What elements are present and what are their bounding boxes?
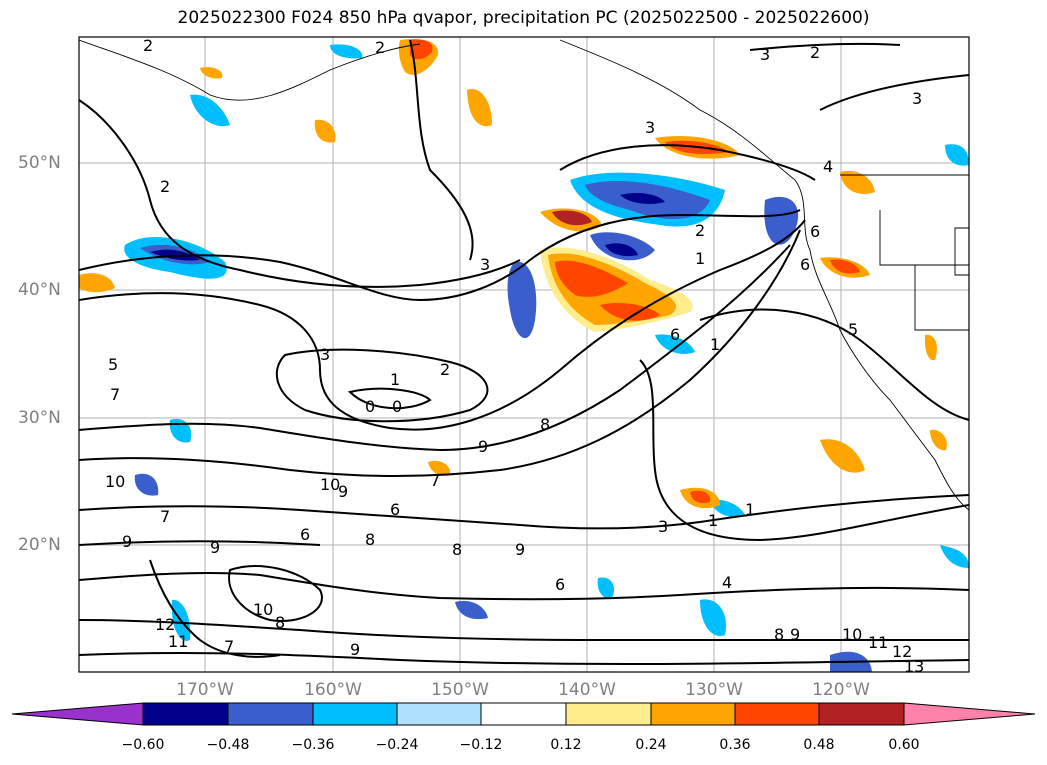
lon-label: 130°W [685, 680, 743, 700]
contour-label: 1 [390, 370, 400, 389]
contour-label: 2 [810, 43, 820, 62]
colorbar-segment [818, 702, 905, 726]
contour-label: 4 [823, 157, 833, 176]
qvapor-contours [79, 39, 969, 666]
contour-label: 3 [320, 345, 330, 364]
contour-label: 9 [210, 538, 220, 557]
colorbar-tick: −0.60 [121, 737, 165, 753]
contour-label: 8 [365, 530, 375, 549]
contour-label: 9 [350, 640, 360, 659]
contour-label: 3 [645, 118, 655, 137]
colorbar-tick: −0.36 [291, 737, 335, 753]
plot-title: 2025022300 F024 850 hPa qvapor, precipit… [177, 8, 870, 28]
contour-label: 10 [320, 475, 340, 494]
lat-label: 40°N [18, 280, 61, 300]
contour-label: 8 [774, 625, 784, 644]
colorbar-segment [312, 702, 398, 726]
colorbar-extend-max [903, 702, 1036, 726]
contour-label: 1 [695, 249, 705, 268]
contour-label: 6 [670, 325, 680, 344]
contour-label: 1 [745, 500, 755, 519]
colorbar-extend-min [11, 702, 144, 726]
colorbar-tick: 0.36 [719, 737, 751, 753]
contour-label: 8 [452, 540, 462, 559]
contour-label: 2 [375, 38, 385, 57]
contour-label: 5 [108, 355, 118, 374]
contour-label: 9 [122, 532, 132, 551]
colorbar-segment [396, 702, 482, 726]
contour-label: 9 [478, 437, 488, 456]
contour-label: 1 [710, 335, 720, 354]
colorbar-segment [734, 702, 820, 726]
contour-labels: 2 2 2 3 2 3 3 4 6 6 3 1 1 0 0 2 3 1 2 6 … [105, 36, 924, 676]
contour-label: 7 [160, 507, 170, 526]
contour-label: 7 [430, 471, 440, 490]
contour-label: 13 [904, 657, 924, 676]
contour-label: 6 [390, 500, 400, 519]
contour-label: 7 [224, 637, 234, 656]
colorbar-tick: 0.24 [635, 737, 667, 753]
contour-label: 2 [440, 360, 450, 379]
contour-label: 6 [555, 575, 565, 594]
contour-label: 2 [695, 221, 705, 240]
map-area [79, 37, 969, 672]
colorbar-segment [565, 702, 652, 726]
colorbar-segment [480, 702, 567, 726]
contour-label: 8 [275, 613, 285, 632]
contour-label: 2 [143, 36, 153, 55]
contour-label: 6 [300, 525, 310, 544]
contour-label: 3 [480, 255, 490, 274]
contour-label: 10 [105, 472, 125, 491]
precip-negative-fills [124, 44, 969, 672]
contour-label: 3 [760, 45, 770, 64]
colorbar [11, 702, 1036, 726]
colorbar-segment [227, 702, 314, 726]
contour-label: 1 [708, 511, 718, 530]
contour-label: 3 [912, 89, 922, 108]
contour-label: 4 [722, 573, 732, 592]
contour-label: 2 [160, 177, 170, 196]
contour-label: 11 [168, 632, 188, 651]
contour-label: 9 [338, 482, 348, 501]
map-frame [78, 36, 970, 673]
contour-label: 7 [110, 385, 120, 404]
colorbar-tick: −0.48 [206, 737, 250, 753]
contour-label: 11 [868, 633, 888, 652]
colorbar-tick: −0.12 [459, 737, 503, 753]
lon-label: 150°W [431, 680, 489, 700]
coastlines [79, 39, 969, 511]
colorbar-segment [142, 702, 229, 726]
contour-label: 10 [253, 600, 273, 619]
contour-label: 9 [515, 540, 525, 559]
contour-label: 8 [540, 415, 550, 434]
lon-label: 140°W [558, 680, 616, 700]
contour-label: 0 [392, 397, 402, 416]
contour-label: 12 [155, 615, 175, 634]
lat-label: 50°N [18, 153, 61, 173]
colorbar-tick: 0.48 [803, 737, 835, 753]
contour-label: 12 [892, 642, 912, 661]
lon-label: 120°W [812, 680, 870, 700]
colorbar-tick: −0.24 [375, 737, 419, 753]
lon-label: 170°W [176, 680, 234, 700]
colorbar-segment [650, 702, 736, 726]
contour-label: 0 [365, 397, 375, 416]
contour-label: 6 [810, 222, 820, 241]
contour-label: 6 [800, 255, 810, 274]
contour-label: 5 [848, 320, 858, 339]
contour-label: 3 [658, 517, 668, 536]
lon-label: 160°W [304, 680, 362, 700]
colorbar-tick: 0.12 [550, 737, 582, 753]
colorbar-tick: 0.60 [888, 737, 920, 753]
contour-label: 9 [790, 625, 800, 644]
lat-label: 20°N [18, 535, 61, 555]
precip-positive-fills [79, 38, 947, 509]
contour-label: 10 [842, 625, 862, 644]
lat-label: 30°N [18, 408, 61, 428]
